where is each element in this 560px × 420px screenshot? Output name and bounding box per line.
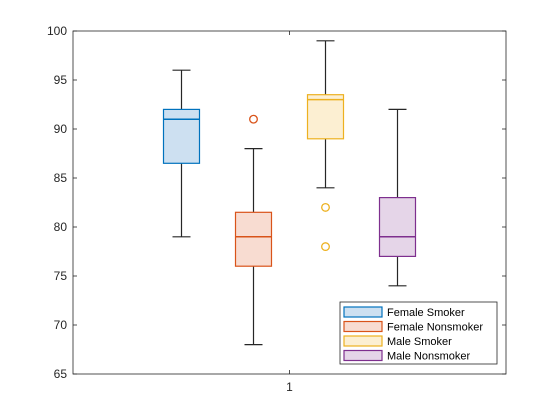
outlier-point — [321, 202, 330, 212]
box-male-nonsmoker — [378, 108, 417, 287]
box-iqr — [306, 94, 345, 140]
legend-label: Male Smoker — [387, 336, 452, 348]
y-tick-label: 75 — [54, 269, 68, 283]
legend: Female Smoker Female Nonsmoker Male Smoker… — [339, 301, 498, 365]
legend-swatch — [343, 335, 383, 347]
y-tick-label: 65 — [54, 367, 68, 381]
y-tick-label: 80 — [54, 220, 68, 234]
legend-swatch — [343, 306, 383, 318]
box-male-smoker — [306, 40, 345, 252]
box-iqr — [234, 211, 273, 267]
legend-label: Female Nonsmoker — [387, 322, 483, 334]
legend-label: Male Nonsmoker — [387, 351, 470, 363]
y-tick-label: 90 — [54, 122, 68, 136]
y-tick-label: 85 — [54, 171, 68, 185]
legend-swatch — [343, 320, 383, 333]
y-tick-label: 70 — [54, 318, 68, 332]
boxes-layer — [162, 40, 417, 346]
legend-swatch — [343, 349, 383, 362]
y-tick-label: 95 — [54, 73, 68, 87]
box-iqr — [378, 197, 417, 258]
legend-label: Female Smoker — [387, 307, 465, 319]
box-iqr — [162, 108, 201, 164]
outlier-point — [321, 242, 330, 252]
x-tick-label: 1 — [286, 380, 293, 394]
box-female-nonsmoker — [234, 114, 273, 346]
box-female-smoker — [162, 69, 201, 238]
y-tick-label: 100 — [47, 24, 67, 38]
outlier-point — [249, 114, 258, 124]
